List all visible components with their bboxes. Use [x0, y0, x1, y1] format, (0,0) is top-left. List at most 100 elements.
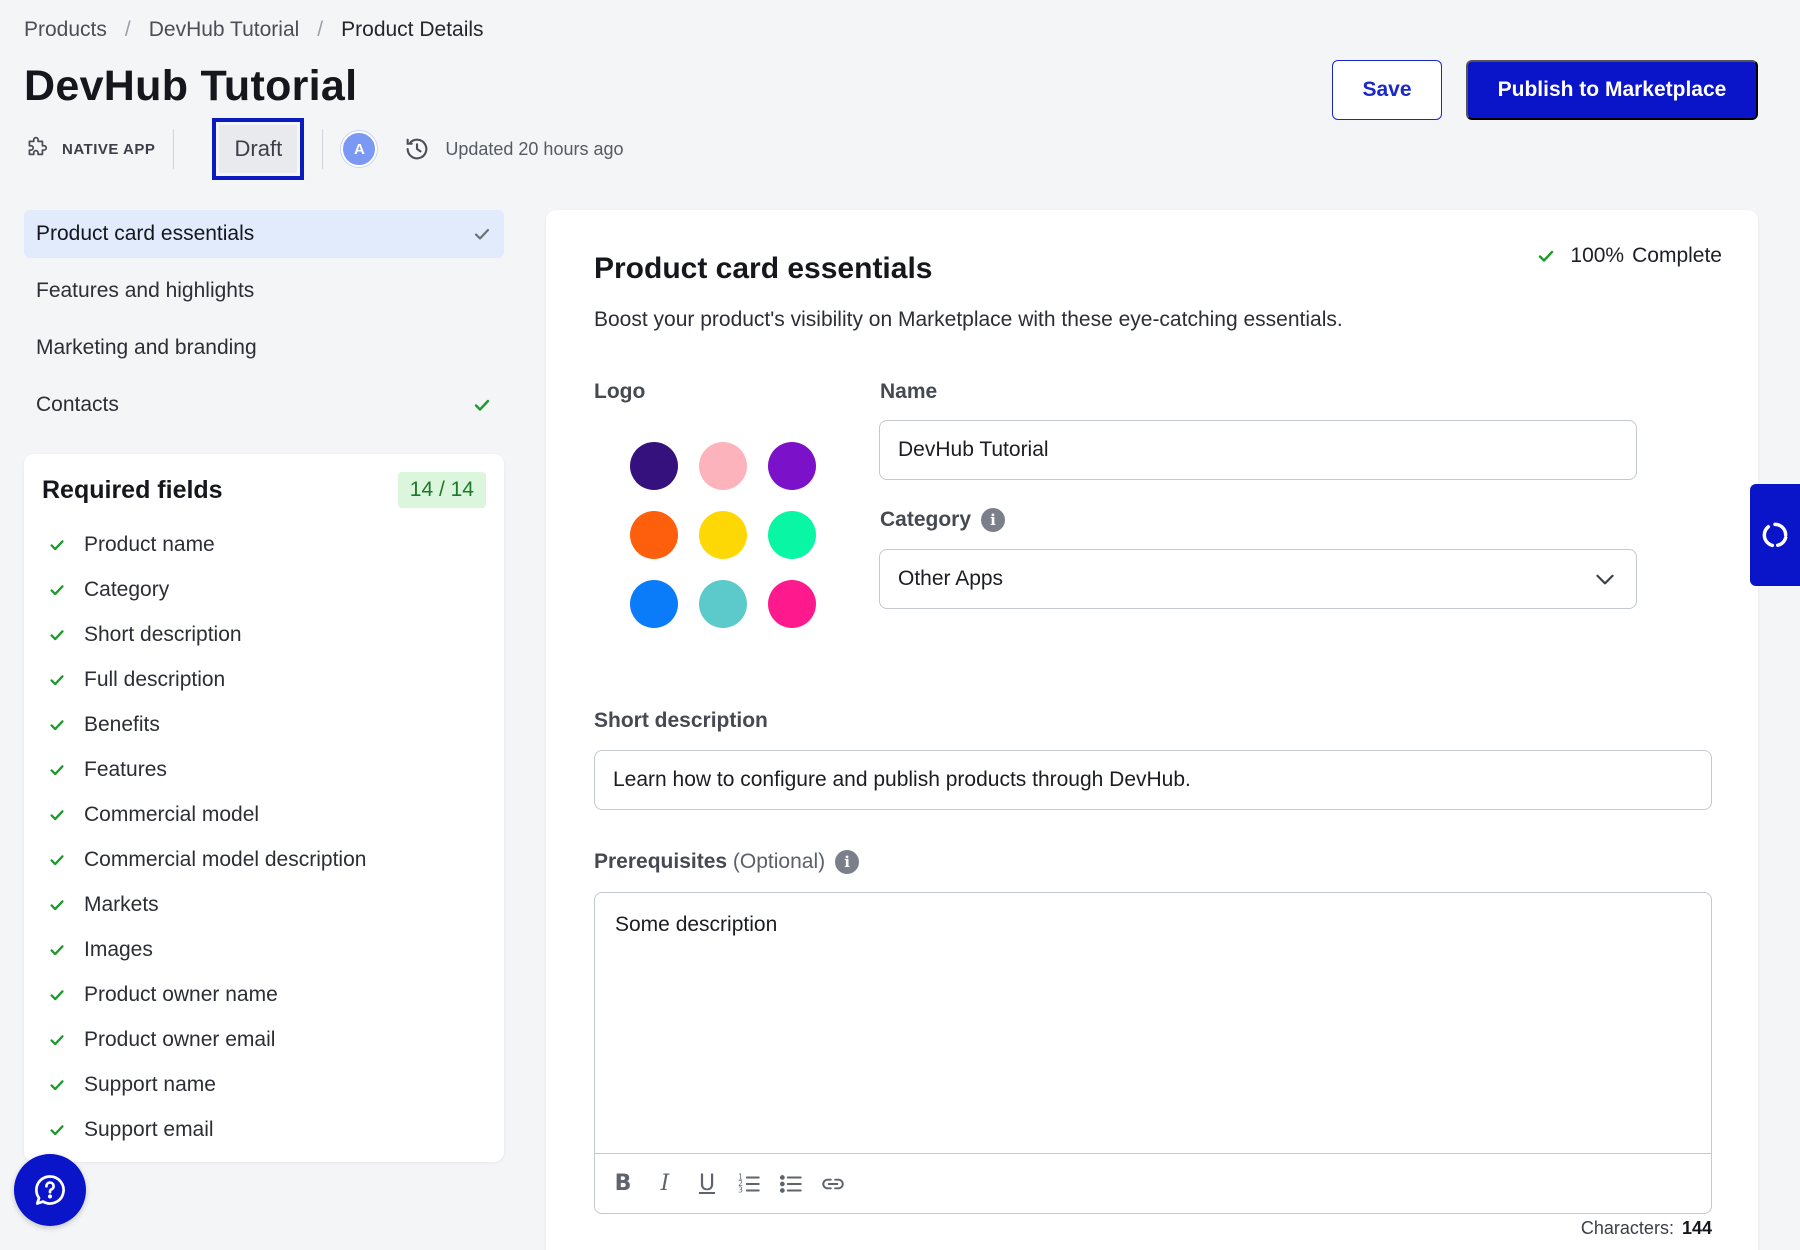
main-panel: 100% Complete Product card essentials Bo…: [546, 210, 1758, 1250]
logo-label: Logo: [594, 380, 646, 403]
prerequisites-value[interactable]: Some description: [615, 913, 778, 936]
prerequisites-label-text: Prerequisites: [594, 850, 728, 873]
character-count-value: 144: [1681, 1218, 1712, 1238]
check-icon: [50, 764, 64, 775]
required-field-item: Commercial model: [42, 792, 486, 837]
help-button[interactable]: [14, 1154, 86, 1226]
last-updated-text: Updated 20 hours ago: [445, 138, 624, 159]
required-field-label: Commercial model description: [84, 847, 367, 871]
history-icon: [406, 138, 428, 160]
check-icon: [50, 584, 64, 595]
link-icon[interactable]: [817, 1168, 849, 1200]
check-icon: [50, 719, 64, 730]
side-panel-toggle[interactable]: [1750, 484, 1800, 586]
breadcrumb: Products / DevHub Tutorial / Product Det…: [24, 18, 484, 42]
page-title: DevHub Tutorial: [24, 62, 358, 110]
required-field-item: Product owner name: [42, 972, 486, 1017]
name-label: Name: [880, 380, 938, 403]
check-icon: [50, 1079, 64, 1090]
nav-item-features-and-highlights[interactable]: Features and highlights: [24, 267, 504, 315]
required-fields-title: Required fields: [42, 475, 223, 504]
status-badge-label: Draft: [219, 125, 298, 173]
completion-percent: 100%: [1570, 244, 1625, 267]
logo-color-picker: [630, 442, 816, 628]
required-field-item: Short description: [42, 612, 486, 657]
check-icon: [474, 399, 490, 411]
required-field-item: Markets: [42, 882, 486, 927]
product-type: NATIVE APP: [24, 136, 155, 162]
info-icon[interactable]: i: [835, 850, 860, 875]
divider: [173, 129, 175, 169]
logo-color-swatch[interactable]: [768, 511, 816, 559]
check-icon: [474, 228, 490, 240]
bullet-list-icon[interactable]: [775, 1168, 807, 1200]
logo-color-swatch[interactable]: [768, 442, 816, 490]
svg-text:3: 3: [738, 1185, 743, 1194]
logo-color-swatch[interactable]: [630, 442, 678, 490]
publish-button[interactable]: Publish to Marketplace: [1466, 60, 1758, 120]
required-field-item: Support email: [42, 1107, 486, 1152]
required-field-item: Full description: [42, 657, 486, 702]
product-type-label: NATIVE APP: [62, 140, 156, 158]
category-select[interactable]: Other Apps: [879, 549, 1637, 609]
required-field-item: Product name: [42, 522, 486, 567]
required-fields-header: Required fields 14 / 14: [42, 470, 486, 510]
underline-icon[interactable]: U: [698, 1171, 716, 1196]
logo-color-swatch[interactable]: [699, 511, 747, 559]
nav-item-product-card-essentials[interactable]: Product card essentials: [24, 210, 504, 258]
breadcrumb-devhub-tutorial[interactable]: DevHub Tutorial: [148, 18, 300, 41]
info-icon[interactable]: i: [981, 508, 1006, 533]
required-field-item: Commercial model description: [42, 837, 486, 882]
refresh-icon: [1762, 522, 1788, 548]
status-badge[interactable]: Draft: [212, 118, 305, 180]
required-fields-count: 14 / 14: [397, 472, 486, 508]
name-input-value: DevHub Tutorial: [898, 438, 1049, 461]
breadcrumb-product-details: Product Details: [341, 18, 484, 41]
required-field-label: Images: [84, 937, 153, 961]
required-fields-card: Required fields 14 / 14 Product name Cate…: [24, 454, 504, 1162]
nav-item-label: Features and highlights: [36, 279, 255, 302]
logo-color-swatch[interactable]: [630, 511, 678, 559]
check-icon: [50, 854, 64, 865]
avatar[interactable]: A: [341, 131, 378, 167]
required-field-item: Benefits: [42, 702, 486, 747]
logo-color-swatch[interactable]: [699, 580, 747, 628]
check-icon: [50, 674, 64, 685]
short-description-input[interactable]: Learn how to configure and publish produ…: [594, 750, 1712, 810]
prerequisites-label: Prerequisites (Optional) i: [594, 850, 860, 875]
completion-label: Complete: [1632, 244, 1722, 267]
nav-item-contacts[interactable]: Contacts: [24, 381, 504, 429]
section-subtitle: Boost your product's visibility on Marke…: [594, 308, 1343, 331]
check-icon: [50, 899, 64, 910]
italic-icon[interactable]: I: [660, 1171, 670, 1196]
required-field-label: Benefits: [84, 712, 160, 736]
character-count: Characters: 144: [1581, 1218, 1712, 1239]
required-field-item: Category: [42, 567, 486, 612]
puzzle-icon: [28, 136, 48, 156]
required-field-label: Support email: [84, 1117, 214, 1141]
name-input[interactable]: DevHub Tutorial: [879, 420, 1637, 480]
section-title: Product card essentials: [594, 252, 933, 285]
category-select-value: Other Apps: [898, 567, 1004, 590]
required-field-label: Product owner name: [84, 982, 278, 1006]
save-button[interactable]: Save: [1332, 60, 1442, 120]
nav-item-label: Product card essentials: [36, 222, 255, 245]
breadcrumb-separator: /: [317, 18, 324, 41]
completion-status: 100% Complete: [1536, 244, 1722, 268]
bold-icon[interactable]: B: [614, 1171, 632, 1196]
check-icon: [50, 809, 64, 820]
nav-item-marketing-and-branding[interactable]: Marketing and branding: [24, 324, 504, 372]
required-fields-list: Product name Category Short description Ful…: [42, 522, 486, 1152]
logo-color-swatch[interactable]: [768, 580, 816, 628]
chevron-down-icon: [1596, 574, 1614, 585]
optional-tag: (Optional): [732, 850, 826, 873]
check-icon: [50, 944, 64, 955]
check-icon: [1539, 250, 1554, 262]
logo-color-swatch[interactable]: [630, 580, 678, 628]
breadcrumb-products[interactable]: Products: [24, 18, 107, 41]
logo-color-swatch[interactable]: [699, 442, 747, 490]
svg-text:1: 1: [738, 1172, 743, 1181]
required-field-label: Full description: [84, 667, 226, 691]
